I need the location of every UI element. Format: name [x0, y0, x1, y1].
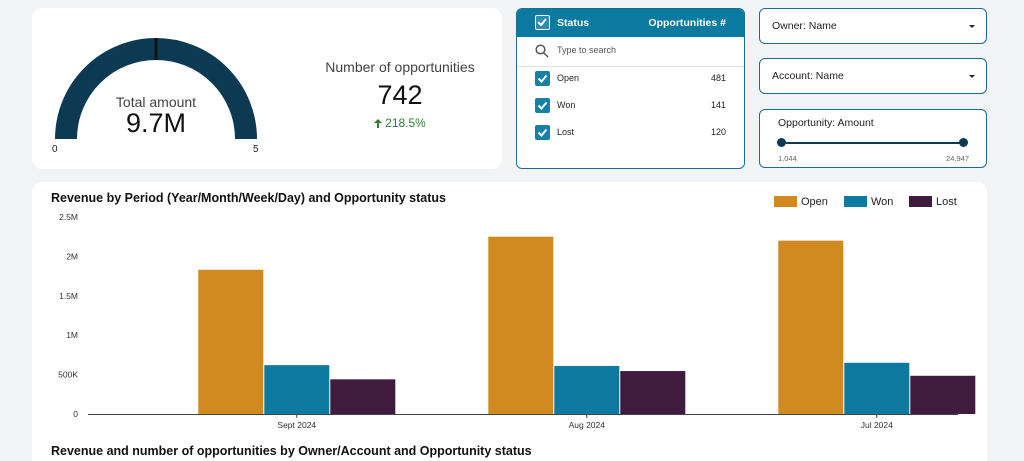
legend-swatch-open [774, 196, 797, 207]
section2-title: Revenue and number of opportunities by O… [51, 444, 532, 458]
status-label: Won [557, 100, 576, 110]
arrow-up-icon [374, 119, 383, 128]
slider-min-handle[interactable] [777, 138, 786, 147]
y-tick-label: 2.5M [59, 212, 78, 222]
chart-title: Revenue by Period (Year/Month/Week/Day) … [51, 191, 446, 205]
status-label: Lost [557, 127, 575, 137]
bar-won [554, 365, 620, 414]
y-tick-label: 1M [66, 330, 78, 340]
status-count: 120 [710, 127, 726, 137]
status-checkbox-open[interactable] [535, 71, 550, 86]
opportunities-title: Number of opportunities [325, 59, 475, 75]
owner-dropdown[interactable]: Owner: Name [759, 8, 987, 44]
status-search-input[interactable] [557, 45, 717, 55]
bar-lost [330, 379, 396, 414]
bar-lost [620, 371, 686, 414]
y-tick-label: 0 [73, 409, 78, 419]
slider-min-value: 1,044 [778, 154, 797, 163]
status-checkbox-won[interactable] [535, 98, 550, 113]
y-tick-label: 500K [58, 370, 78, 380]
check-icon [537, 101, 548, 110]
bar-open [198, 269, 264, 414]
opportunities-value: 742 [377, 80, 423, 110]
legend-label-open: Open [801, 196, 828, 208]
legend-swatch-lost [909, 196, 932, 207]
caret-down-icon [969, 25, 975, 28]
y-tick-label: 2M [66, 251, 78, 261]
slider-max-value: 24,947 [946, 154, 969, 163]
status-label: Open [557, 73, 580, 83]
y-tick-label: 1.5M [59, 291, 78, 301]
bar-lost [910, 375, 976, 414]
status-item-lost[interactable]: Lost 120 [517, 123, 744, 143]
slider-track[interactable] [781, 142, 964, 144]
x-tick-label: Sept 2024 [277, 420, 316, 430]
opportunities-change-value: 218.5% [385, 116, 426, 130]
x-tick-label: Aug 2024 [569, 420, 606, 430]
status-count: 141 [710, 100, 726, 110]
status-item-open[interactable]: Open 481 [517, 69, 744, 89]
status-checkbox-lost[interactable] [535, 125, 550, 140]
status-item-won[interactable]: Won 141 [517, 96, 744, 116]
legend-label-won: Won [871, 196, 893, 208]
bar-open [778, 240, 844, 414]
check-icon [537, 128, 548, 137]
bar-won [844, 362, 910, 414]
slider-max-handle[interactable] [959, 138, 968, 147]
account-dropdown-label: Account: Name [772, 70, 844, 82]
select-all-checkbox[interactable] [535, 15, 550, 30]
status-filter: Status Opportunities # Open 481 Won 141 … [516, 8, 745, 169]
search-icon [535, 44, 549, 58]
revenue-bar-chart: 0 500K 1M 1.5M 2M 2.5M Sept 2024 Aug 2024 Jul 20… [58, 196, 976, 430]
bar-open [488, 236, 554, 414]
total-amount-gauge [55, 38, 257, 140]
bar-won [264, 365, 330, 414]
amount-range-slider: Opportunity: Amount 1,044 24,947 [759, 109, 987, 168]
gauge-min-label: 0 [52, 144, 58, 155]
x-tick-label: Jul 2024 [861, 420, 893, 430]
gauge-title: Total amount [115, 94, 197, 110]
owner-dropdown-label: Owner: Name [772, 20, 837, 32]
check-icon [537, 74, 548, 83]
status-filter-header: Status Opportunities # [517, 9, 744, 37]
caret-down-icon [969, 75, 975, 78]
check-icon [537, 18, 547, 27]
gauge-value: 9.7M [125, 108, 187, 138]
kpi-card: Total amount 9.7M 0 5 Number of opportun… [32, 8, 502, 169]
gauge-max-label: 5 [253, 144, 259, 155]
legend-swatch-won [844, 196, 867, 207]
legend-label-lost: Lost [936, 196, 957, 208]
status-search [517, 37, 744, 67]
account-dropdown[interactable]: Account: Name [759, 58, 987, 94]
amount-slider-title: Opportunity: Amount [778, 117, 874, 129]
status-header-label: Status [557, 17, 590, 29]
status-header-count-label: Opportunities # [648, 17, 726, 29]
revenue-chart-card: Revenue by Period (Year/Month/Week/Day) … [32, 182, 987, 461]
status-count: 481 [710, 73, 726, 83]
opportunities-change: 218.5% [292, 116, 508, 130]
